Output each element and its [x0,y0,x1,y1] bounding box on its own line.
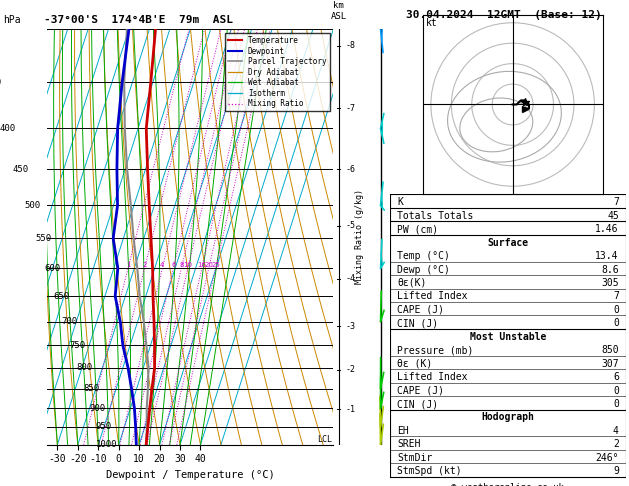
Text: © weatheronline.co.uk: © weatheronline.co.uk [452,483,564,486]
Text: 30.04.2024  12GMT  (Base: 12): 30.04.2024 12GMT (Base: 12) [406,10,601,20]
Text: 25: 25 [211,262,220,268]
Text: PW (cm): PW (cm) [397,224,438,234]
Text: 9: 9 [613,466,619,476]
Text: 4: 4 [160,262,165,268]
Text: 0: 0 [613,318,619,329]
Text: 7: 7 [613,197,619,208]
Text: 350: 350 [0,78,1,87]
Text: LCL: LCL [318,435,332,444]
Text: 650: 650 [53,292,70,300]
Text: 450: 450 [13,165,29,174]
Text: 800: 800 [76,363,92,372]
Text: 8: 8 [179,262,184,268]
Text: 2: 2 [613,439,619,450]
Text: -8: -8 [345,41,355,51]
Text: CAPE (J): CAPE (J) [397,305,444,315]
Text: Lifted Index: Lifted Index [397,372,467,382]
Text: Temp (°C): Temp (°C) [397,251,450,261]
Text: 1: 1 [126,262,130,268]
Text: EH: EH [397,426,409,436]
Text: Totals Totals: Totals Totals [397,211,474,221]
Text: Hodograph: Hodograph [481,413,535,422]
Text: 307: 307 [601,359,619,369]
Text: Dewp (°C): Dewp (°C) [397,264,450,275]
Text: 850: 850 [601,345,619,355]
Text: SREH: SREH [397,439,421,450]
Text: K: K [397,197,403,208]
X-axis label: Dewpoint / Temperature (°C): Dewpoint / Temperature (°C) [106,470,275,480]
Text: 550: 550 [35,234,51,243]
Text: 6: 6 [613,372,619,382]
Text: 2: 2 [142,262,147,268]
Text: Mixing Ratio (g/kg): Mixing Ratio (g/kg) [355,190,364,284]
Text: 45: 45 [607,211,619,221]
Text: 850: 850 [83,384,99,393]
Text: -3: -3 [345,322,355,331]
Text: kt: kt [426,18,438,28]
Text: 600: 600 [45,264,61,273]
Text: 1000: 1000 [96,440,117,449]
Text: 20: 20 [204,262,213,268]
Text: StmSpd (kt): StmSpd (kt) [397,466,462,476]
Text: CAPE (J): CAPE (J) [397,385,444,396]
Text: -6: -6 [345,165,355,174]
Text: 4: 4 [613,426,619,436]
Text: 6: 6 [171,262,175,268]
Text: -4: -4 [345,274,355,283]
Text: -7: -7 [345,104,355,113]
Text: 900: 900 [89,404,106,413]
Text: 950: 950 [96,422,111,432]
Text: 7: 7 [613,292,619,301]
Text: 13.4: 13.4 [595,251,619,261]
Text: 0: 0 [613,399,619,409]
Text: Most Unstable: Most Unstable [470,332,546,342]
Text: 8.6: 8.6 [601,264,619,275]
Text: 16: 16 [198,262,206,268]
Text: Lifted Index: Lifted Index [397,292,467,301]
Text: CIN (J): CIN (J) [397,399,438,409]
Text: 700: 700 [62,317,78,326]
Text: StmDir: StmDir [397,453,432,463]
Text: -37°00'S  174°4B'E  79m  ASL: -37°00'S 174°4B'E 79m ASL [44,15,233,25]
Text: 500: 500 [25,201,41,210]
Text: CIN (J): CIN (J) [397,318,438,329]
Text: 10: 10 [183,262,192,268]
Text: θε(K): θε(K) [397,278,426,288]
Text: Pressure (mb): Pressure (mb) [397,345,474,355]
Text: -2: -2 [345,365,355,374]
Text: 0: 0 [613,385,619,396]
Text: Surface: Surface [487,238,528,248]
Legend: Temperature, Dewpoint, Parcel Trajectory, Dry Adiabat, Wet Adiabat, Isotherm, Mi: Temperature, Dewpoint, Parcel Trajectory… [225,33,330,111]
Text: hPa: hPa [3,15,21,25]
Text: -1: -1 [345,405,355,414]
Text: 1.46: 1.46 [595,224,619,234]
Text: 750: 750 [69,341,86,350]
Text: θε (K): θε (K) [397,359,432,369]
Text: 246°: 246° [595,453,619,463]
Text: 305: 305 [601,278,619,288]
Text: 0: 0 [613,305,619,315]
Text: 400: 400 [0,124,16,133]
Text: -5: -5 [345,221,355,230]
Text: km
ASL: km ASL [330,1,347,21]
